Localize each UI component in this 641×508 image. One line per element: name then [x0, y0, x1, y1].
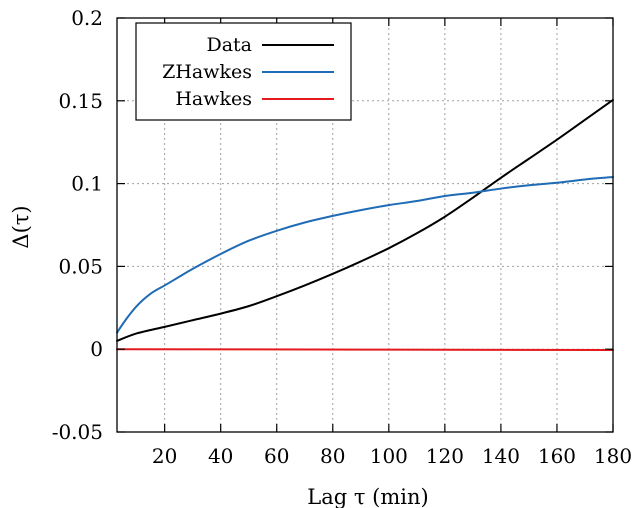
x-tick-label: 20 — [152, 444, 177, 468]
legend-label-data: Data — [206, 34, 252, 56]
series-line-zhawkes — [116, 175, 614, 334]
y-tick-label: -0.05 — [52, 420, 103, 444]
plot-frame — [116, 17, 614, 433]
x-tick-label: 120 — [426, 444, 464, 468]
x-tick-label: 180 — [594, 444, 632, 468]
x-tick-label: 60 — [264, 444, 289, 468]
grid — [117, 18, 613, 432]
y-tick-label: 0.1 — [71, 172, 103, 196]
legend-label-hawkes: Hawkes — [175, 88, 252, 110]
x-tick-label: 100 — [370, 444, 408, 468]
x-axis-label: Lag τ (min) — [307, 485, 428, 508]
tick-labels: 20 40 60 80 100 120 140 160 180 -0.05 0 0.05 0.1 0.15… — [52, 6, 632, 468]
y-axis-label: Δ(τ) — [9, 205, 33, 248]
x-tick-label: 160 — [538, 444, 576, 468]
series-line-hawkes — [116, 348, 614, 352]
y-tick-label: 0 — [90, 337, 103, 361]
series-layer — [116, 98, 614, 352]
legend-label-zhawkes: ZHawkes — [162, 61, 252, 83]
x-tick-label: 140 — [482, 444, 520, 468]
x-tick-label: 40 — [208, 444, 233, 468]
series-line-data — [116, 98, 614, 342]
y-tick-label: 0.2 — [71, 6, 103, 30]
y-tick-label: 0.15 — [58, 89, 103, 113]
x-tick-label: 80 — [320, 444, 345, 468]
y-tick-label: 0.05 — [58, 254, 103, 278]
legend: Data ZHawkes Hawkes — [135, 22, 352, 121]
